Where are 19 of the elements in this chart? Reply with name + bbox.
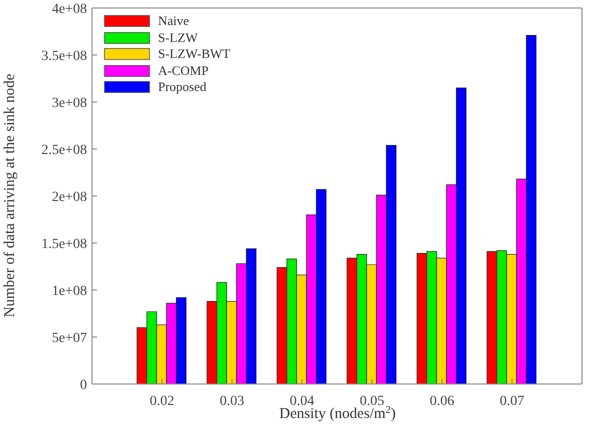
x-tick-label: 0.06 bbox=[430, 394, 454, 409]
legend-label: S-LZW bbox=[158, 30, 198, 46]
y-tick-label: 1.5e+08 bbox=[41, 236, 87, 252]
y-tick-label: 3e+08 bbox=[52, 96, 87, 111]
y-tick-label: 1e+08 bbox=[52, 284, 87, 299]
y-tick-label: 0 bbox=[80, 378, 87, 393]
x-tick-label: 0.02 bbox=[150, 394, 174, 409]
y-tick-label: 5e+07 bbox=[52, 330, 87, 346]
y-tick-label: 2e+08 bbox=[52, 190, 87, 205]
legend-label: S-LZW-BWT bbox=[158, 46, 230, 62]
x-tick-label: 0.07 bbox=[500, 394, 524, 409]
y-tick-label: 3.5e+08 bbox=[41, 48, 87, 64]
y-tick-label: 4e+08 bbox=[52, 2, 87, 17]
y-tick-label: 2.5e+08 bbox=[41, 142, 87, 158]
y-axis-title: Number of data arriving at the sink node bbox=[2, 73, 18, 318]
legend-label: Naive bbox=[158, 13, 190, 30]
x-tick-label: 0.03 bbox=[220, 394, 244, 409]
legend-label: A-COMP bbox=[158, 62, 209, 79]
legend-label: Proposed bbox=[158, 79, 206, 96]
